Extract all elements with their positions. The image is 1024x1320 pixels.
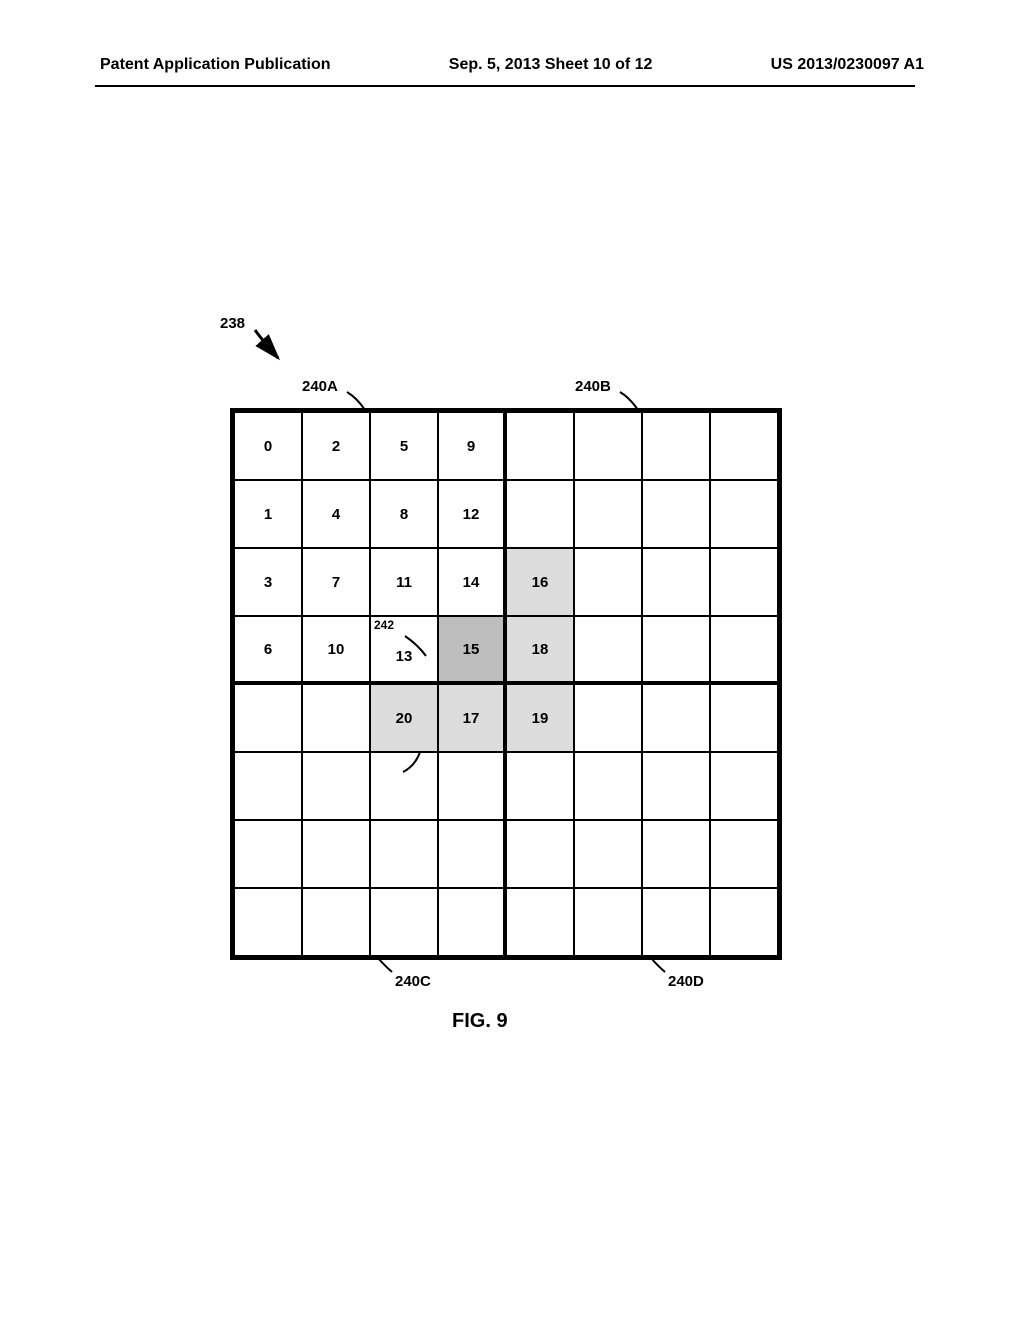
- grid-cell: [234, 752, 302, 820]
- grid-cell: [506, 752, 574, 820]
- grid-cell: [642, 548, 710, 616]
- grid-cell: 19: [506, 684, 574, 752]
- grid-cell: 8: [370, 480, 438, 548]
- grid-cell: 14: [438, 548, 506, 616]
- grid-cell: [234, 820, 302, 888]
- grid-cell: [370, 752, 438, 820]
- grid-cell: [574, 480, 642, 548]
- grid-cell: [574, 412, 642, 480]
- grid-cell: [302, 820, 370, 888]
- grid-cell: [710, 412, 778, 480]
- grid-cell: [438, 888, 506, 956]
- figure-9: 238 240A 240B 240C 240D 244 025914812371…: [0, 0, 1024, 1320]
- grid-cell: [506, 820, 574, 888]
- cell-value: 13: [396, 648, 413, 665]
- grid-cell: [642, 820, 710, 888]
- grid-cell: [506, 412, 574, 480]
- grid-cell: 15: [438, 616, 506, 684]
- grid-cell: [574, 752, 642, 820]
- figure-caption: FIG. 9: [452, 1010, 508, 1033]
- grid-cell: [302, 888, 370, 956]
- grid-cell: 9: [438, 412, 506, 480]
- grid-cell: 1: [234, 480, 302, 548]
- grid-cell: [642, 412, 710, 480]
- ref-240a: 240A: [302, 378, 338, 395]
- grid-cell: [642, 888, 710, 956]
- grid-cell: [710, 480, 778, 548]
- grid-cell: [574, 820, 642, 888]
- ref-240d: 240D: [668, 973, 704, 990]
- grid-cell: [710, 752, 778, 820]
- grid-cell: 12: [438, 480, 506, 548]
- grid-cell: [234, 888, 302, 956]
- grid-cell: 5: [370, 412, 438, 480]
- grid-cell: 18: [506, 616, 574, 684]
- grid-cell: [574, 888, 642, 956]
- grid-cell: [710, 820, 778, 888]
- grid-cell: 11: [370, 548, 438, 616]
- grid-cell: [642, 752, 710, 820]
- grid-cell: [506, 888, 574, 956]
- grid-cell: [234, 684, 302, 752]
- grid-cell: 10: [302, 616, 370, 684]
- grid-cell: [574, 684, 642, 752]
- grid-cell: 16: [506, 548, 574, 616]
- grid-cell: [438, 820, 506, 888]
- grid-cell: [710, 888, 778, 956]
- grid-cell: [642, 616, 710, 684]
- grid-cell: [574, 616, 642, 684]
- grid-cell: 20: [370, 684, 438, 752]
- ref-238: 238: [220, 315, 245, 332]
- grid-cell: 7: [302, 548, 370, 616]
- grid-cell: [370, 820, 438, 888]
- grid-cell: [710, 548, 778, 616]
- ref-240b: 240B: [575, 378, 611, 395]
- grid-cell: [574, 548, 642, 616]
- grid-cell: 2: [302, 412, 370, 480]
- grid-cell: 4: [302, 480, 370, 548]
- grid-cell: [642, 480, 710, 548]
- grid-cell: 6: [234, 616, 302, 684]
- grid-8x8: 02591481237111416610242131518201719: [230, 408, 782, 960]
- grid-cell: [506, 480, 574, 548]
- grid-cell: 0: [234, 412, 302, 480]
- grid-cell: 242 13: [370, 616, 438, 684]
- grid-cell: [642, 684, 710, 752]
- grid-cell: [302, 752, 370, 820]
- grid-cell: [710, 616, 778, 684]
- grid-cell: [710, 684, 778, 752]
- grid-cell: [370, 888, 438, 956]
- grid-cell: [302, 684, 370, 752]
- cell-inner-label: 242: [374, 619, 394, 631]
- ref-240c: 240C: [395, 973, 431, 990]
- grid-cell: [438, 752, 506, 820]
- grid-cell: 17: [438, 684, 506, 752]
- grid-cell: 3: [234, 548, 302, 616]
